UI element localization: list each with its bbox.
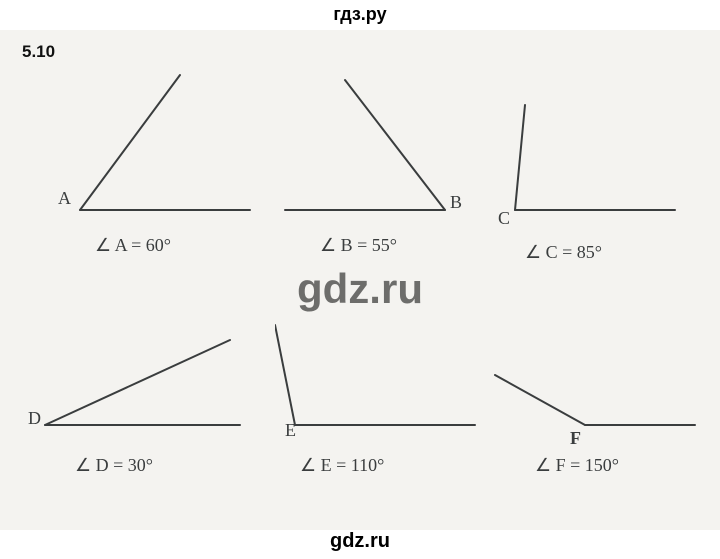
angle-a-vertex-label: A xyxy=(58,188,71,209)
angle-e-vertex-label: E xyxy=(285,420,296,441)
angle-b-vertex-label: B xyxy=(450,192,462,213)
worksheet-paper: 5.10 A ∠ A = 60° B ∠ B = 55° C ∠ C = 85°… xyxy=(0,30,720,530)
angle-b-equation: ∠ B = 55° xyxy=(320,235,397,256)
angle-d-figure xyxy=(30,330,260,440)
problem-number: 5.10 xyxy=(22,42,55,62)
watermark-header: гдз.ру xyxy=(0,4,720,25)
angle-d-equation: ∠ D = 30° xyxy=(75,455,153,476)
angle-d-vertex-label: D xyxy=(28,408,41,429)
watermark-footer: gdz.ru xyxy=(0,530,720,553)
angle-f-vertex-label: F xyxy=(570,428,581,449)
angle-c-equation: ∠ C = 85° xyxy=(525,242,602,263)
angle-a-equation: ∠ A = 60° xyxy=(95,235,171,256)
angle-e-equation: ∠ E = 110° xyxy=(300,455,384,476)
angle-f-figure xyxy=(490,360,700,440)
watermark-center: gdz.ru xyxy=(0,265,720,313)
angle-e-figure xyxy=(275,320,485,440)
angle-b-figure xyxy=(275,70,465,220)
angle-a-figure xyxy=(50,70,260,220)
angle-c-figure xyxy=(495,100,685,220)
angle-f-equation: ∠ F = 150° xyxy=(535,455,619,476)
angle-c-vertex-label: C xyxy=(498,208,510,229)
